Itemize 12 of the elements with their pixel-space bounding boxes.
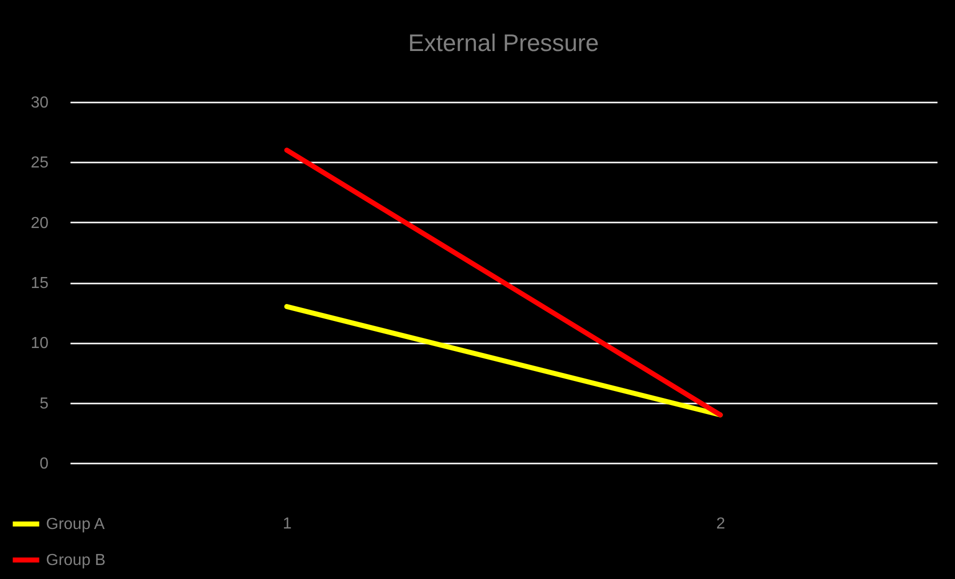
y-tick-label: 20 [30, 214, 49, 232]
x-tick-label: 2 [716, 516, 726, 532]
legend-label: Group A [46, 516, 106, 533]
y-tick-label: 0 [40, 456, 49, 472]
legend-label: Group B [46, 552, 106, 569]
chart-title: External Pressure [408, 30, 599, 57]
y-tick-label: 30 [30, 94, 49, 112]
y-tick-label: 25 [30, 154, 49, 172]
y-tick-label: 15 [30, 275, 49, 292]
y-tick-label: 10 [30, 335, 49, 352]
x-tick-label: 1 [282, 516, 292, 532]
y-tick-label: 5 [40, 395, 49, 412]
